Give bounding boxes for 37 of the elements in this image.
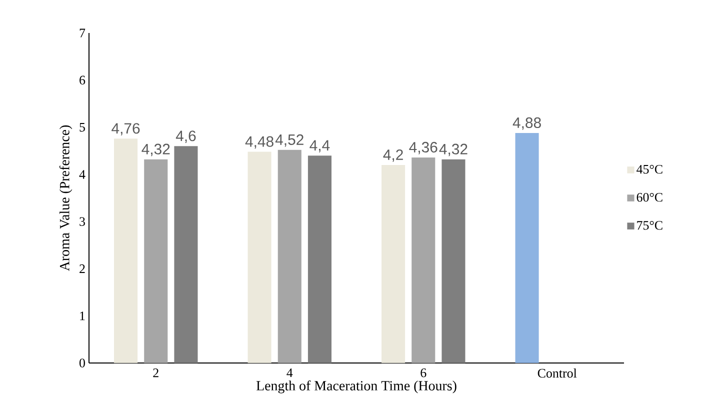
bar xyxy=(174,146,198,363)
x-axis-title: Length of Maceration Time (Hours) xyxy=(256,380,456,394)
data-label: 4,76 xyxy=(112,123,140,136)
data-label: 4,6 xyxy=(176,130,196,143)
bar xyxy=(442,159,466,363)
y-tick-label: 1 xyxy=(80,312,85,320)
x-tick-label: 4 xyxy=(286,368,293,378)
legend-label: 60°C xyxy=(636,192,662,202)
data-label: 4,88 xyxy=(512,117,541,130)
y-tick-label: 5 xyxy=(80,122,85,132)
bar xyxy=(114,138,138,363)
bar xyxy=(278,150,302,363)
legend-label: 75°C xyxy=(637,220,662,230)
bar xyxy=(144,159,168,363)
data-label: 4,52 xyxy=(275,134,304,147)
data-label: 4,32 xyxy=(439,144,468,156)
data-label: 4,2 xyxy=(383,149,403,162)
y-tick-label: 3 xyxy=(80,217,85,226)
bar xyxy=(412,157,436,363)
y-tick-label: 4 xyxy=(79,170,86,179)
x-tick-label: 6 xyxy=(420,368,426,378)
y-tick-label: 6 xyxy=(80,76,86,84)
data-label: 4,4 xyxy=(310,140,330,152)
data-label: 4,48 xyxy=(245,136,274,149)
x-tick-label: Control xyxy=(538,368,577,378)
legend-label: 45°C xyxy=(636,164,662,174)
x-tick-label: 2 xyxy=(153,368,158,378)
y-tick-label: 2 xyxy=(80,264,85,273)
bar xyxy=(308,156,332,363)
data-label: 4,36 xyxy=(409,142,438,154)
y-tick-label: 7 xyxy=(80,28,86,38)
y-axis-title: Aroma Value (Preference) xyxy=(59,125,72,272)
bar xyxy=(515,132,539,363)
data-label: 4,32 xyxy=(142,144,170,156)
y-tick-label: 0 xyxy=(80,358,85,368)
bar xyxy=(248,152,272,363)
bar xyxy=(382,165,406,363)
